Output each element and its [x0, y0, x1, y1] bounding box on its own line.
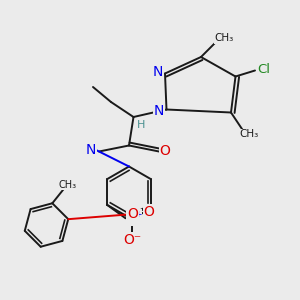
Text: +: +: [134, 210, 141, 219]
Text: H: H: [137, 119, 145, 130]
Text: N: N: [85, 143, 96, 157]
Text: O⁻: O⁻: [123, 233, 141, 247]
Text: N: N: [154, 104, 164, 118]
Text: O: O: [160, 144, 170, 158]
Text: CH₃: CH₃: [59, 180, 77, 190]
Text: Cl: Cl: [257, 63, 271, 76]
Text: N: N: [152, 65, 163, 79]
Text: CH₃: CH₃: [214, 33, 234, 43]
Text: O: O: [143, 205, 155, 219]
Text: H: H: [85, 143, 94, 154]
Text: O: O: [128, 207, 139, 221]
Text: N: N: [127, 211, 137, 225]
Text: CH₃: CH₃: [239, 129, 259, 139]
